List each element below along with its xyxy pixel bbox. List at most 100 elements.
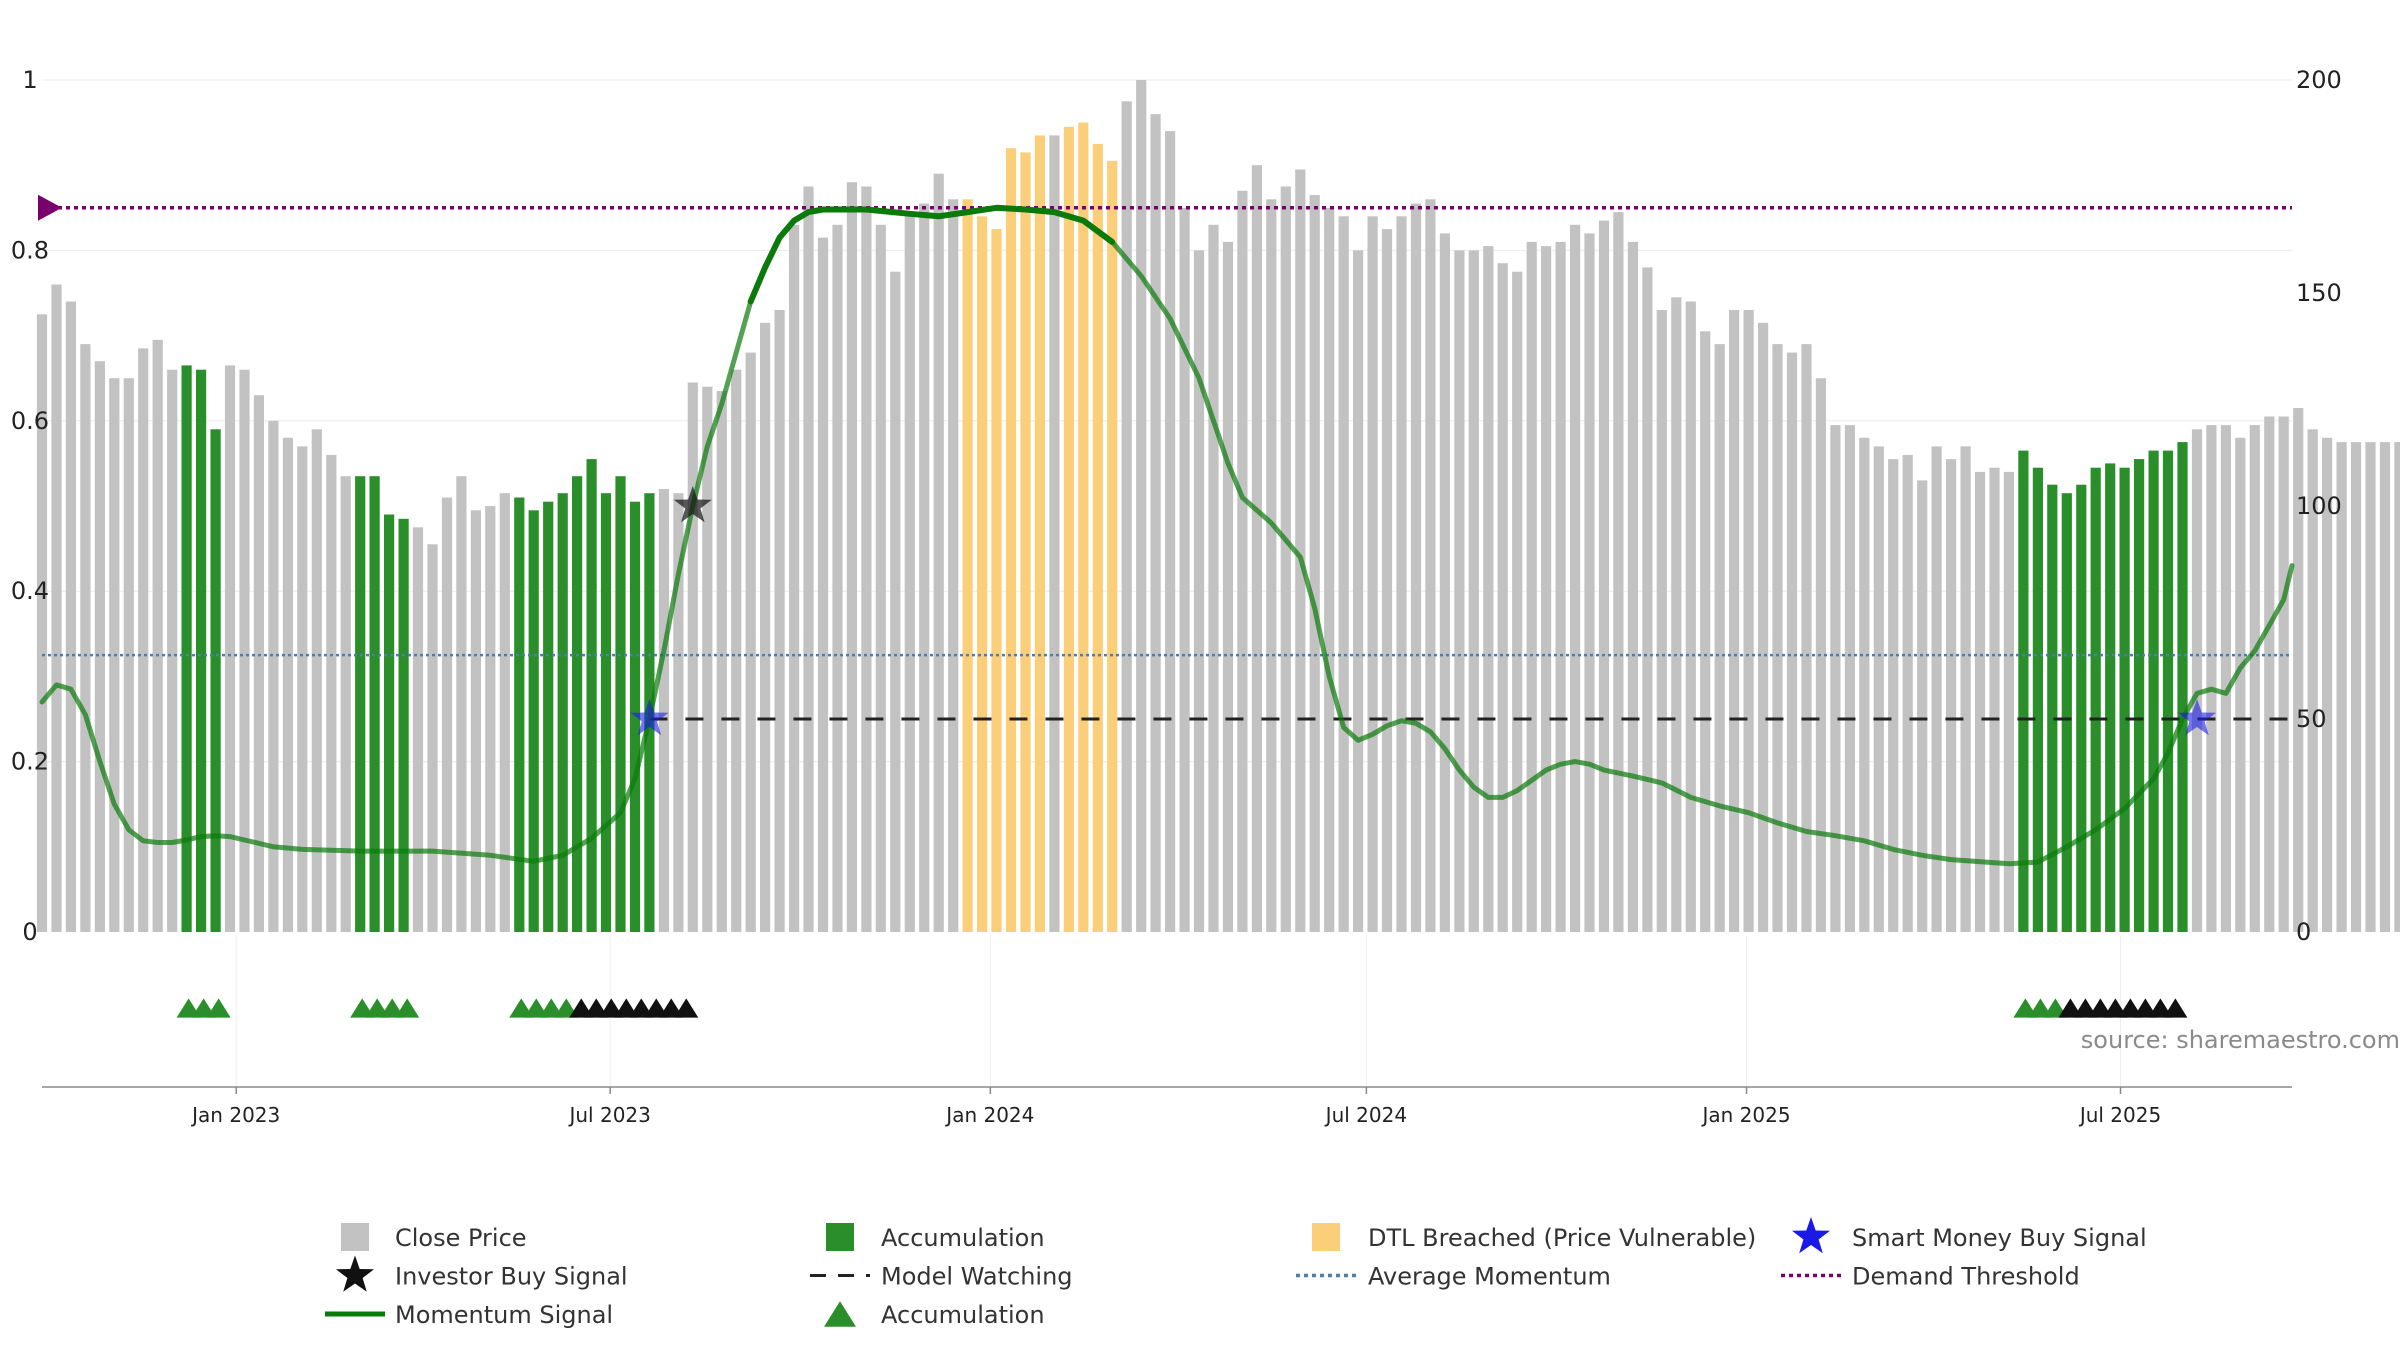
close-price-bar	[933, 173, 944, 932]
close-price-bar	[1584, 233, 1595, 932]
close-price-bar	[1830, 425, 1841, 932]
close-price-bar	[904, 216, 915, 933]
close-price-bar	[1700, 331, 1711, 932]
right-y-tick-label: 150	[2296, 279, 2342, 307]
close-price-bar	[1743, 310, 1754, 932]
close-price-bar	[832, 224, 843, 933]
close-price-bar	[1381, 229, 1393, 933]
close-price-bar	[1280, 186, 1291, 932]
close-price-bar	[1338, 216, 1349, 933]
x-tick-label: Jan 2024	[944, 1103, 1034, 1127]
accumulation-bar	[528, 510, 539, 932]
accumulation-bar	[2119, 467, 2130, 932]
accumulation-bar	[2105, 463, 2116, 932]
line-layer	[38, 194, 2295, 867]
legend-smart-money-buy-signal-swatch	[1792, 1217, 1830, 1254]
close-price-bar	[1685, 301, 1696, 932]
close-price-bar	[2191, 429, 2203, 932]
close-price-bar	[1049, 135, 1060, 932]
close-price-bar	[1396, 216, 1407, 933]
legend-dtl-breached-swatch	[1312, 1223, 1340, 1251]
legend-smart-money-buy-signal-label: Smart Money Buy Signal	[1852, 1224, 2147, 1252]
close-price-bar	[1946, 459, 1957, 932]
close-price-bar	[1483, 246, 1494, 933]
close-price-bar	[1367, 216, 1378, 933]
accumulation-marker-dark	[2163, 998, 2188, 1018]
close-price-bar	[138, 348, 149, 932]
close-price-bar	[427, 544, 438, 932]
close-price-bar	[817, 237, 829, 933]
accumulation-bar	[2177, 442, 2188, 932]
dtl-breached-bar	[1063, 126, 1074, 932]
close-price-bar	[1902, 454, 1913, 932]
legend: Close Price Investor Buy Signal Momentum S…	[325, 1217, 2147, 1329]
legend-close-price: Close Price	[341, 1223, 527, 1252]
close-price-bar	[1193, 250, 1205, 932]
close-price-bar	[167, 369, 178, 932]
accumulation-bar	[398, 518, 409, 932]
accumulation-bar	[2061, 493, 2072, 932]
close-price-bar	[1526, 241, 1537, 932]
close-price-bar	[412, 527, 424, 932]
close-price-bar	[1642, 267, 1653, 932]
close-price-bar	[1570, 224, 1581, 933]
accumulation-bar	[384, 514, 395, 932]
accumulation-bar	[543, 501, 554, 932]
close-price-bar	[1266, 199, 1277, 933]
legend-investor-buy-signal: Investor Buy Signal	[336, 1255, 628, 1292]
accumulation-bar	[196, 369, 207, 932]
accumulation-bar	[600, 493, 612, 932]
close-price-bar	[1974, 471, 1986, 932]
legend-investor-buy-signal-swatch	[336, 1255, 374, 1292]
legend-dtl-breached-label: DTL Breached (Price Vulnerable)	[1368, 1224, 1756, 1252]
x-tick-label: Jan 2023	[190, 1103, 280, 1127]
investor-buy-signal	[673, 486, 712, 523]
close-price-bar	[2336, 442, 2347, 932]
dtl-breached-bar	[1020, 152, 1031, 932]
legend-close-price-label: Close Price	[395, 1224, 527, 1252]
close-price-bar	[51, 284, 62, 932]
axis-layer: Jan 2023 Jul 2023 Jan 2024 Jul 2024 Jan 2025…	[11, 66, 2342, 1127]
close-price-bar	[2365, 442, 2376, 932]
smart-money-buy-signal	[630, 699, 669, 736]
marker-layer	[176, 486, 2216, 1018]
accumulation-bar	[2090, 467, 2101, 932]
close-price-bar	[282, 437, 293, 932]
close-price-bar	[470, 510, 481, 932]
momentum-signal-strong-segment	[747, 204, 1116, 305]
close-price-bar	[919, 203, 930, 932]
close-price-bar	[2206, 425, 2217, 932]
close-price-bar	[1729, 310, 1740, 932]
close-price-bar	[1410, 203, 1422, 932]
close-price-bar	[1989, 467, 2000, 932]
close-price-bar	[2293, 408, 2304, 932]
close-price-bar	[2249, 425, 2260, 932]
accumulation-bar	[2134, 459, 2145, 932]
legend-accumulation-swatch	[826, 1223, 854, 1251]
close-price-bar	[441, 497, 453, 932]
legend-demand-threshold-label: Demand Threshold	[1852, 1263, 2080, 1291]
close-price-bar	[1150, 114, 1161, 933]
close-price-bar	[1859, 437, 1870, 932]
accumulation-bar	[369, 476, 380, 932]
legend-momentum-signal: Momentum Signal	[325, 1301, 613, 1329]
dtl-breached-bar	[991, 229, 1002, 933]
accumulation-marker	[395, 998, 420, 1018]
close-price-bar	[2322, 437, 2333, 932]
bar-layer	[36, 80, 2400, 933]
close-price-bar	[1598, 220, 1610, 933]
close-price-bar	[1888, 459, 1899, 932]
close-price-bar	[2350, 442, 2362, 932]
close-price-bar	[1353, 250, 1364, 932]
left-y-tick-label: 1	[22, 66, 37, 94]
accumulation-bar	[210, 429, 221, 932]
dtl-breached-bar	[962, 199, 973, 933]
legend-momentum-signal-label: Momentum Signal	[395, 1301, 613, 1329]
close-price-bar	[760, 322, 771, 932]
close-price-bar	[456, 476, 467, 932]
close-price-bar	[1237, 190, 1248, 933]
close-price-bar	[2278, 416, 2289, 932]
close-price-bar	[1786, 352, 1798, 933]
close-price-bar	[745, 352, 756, 933]
